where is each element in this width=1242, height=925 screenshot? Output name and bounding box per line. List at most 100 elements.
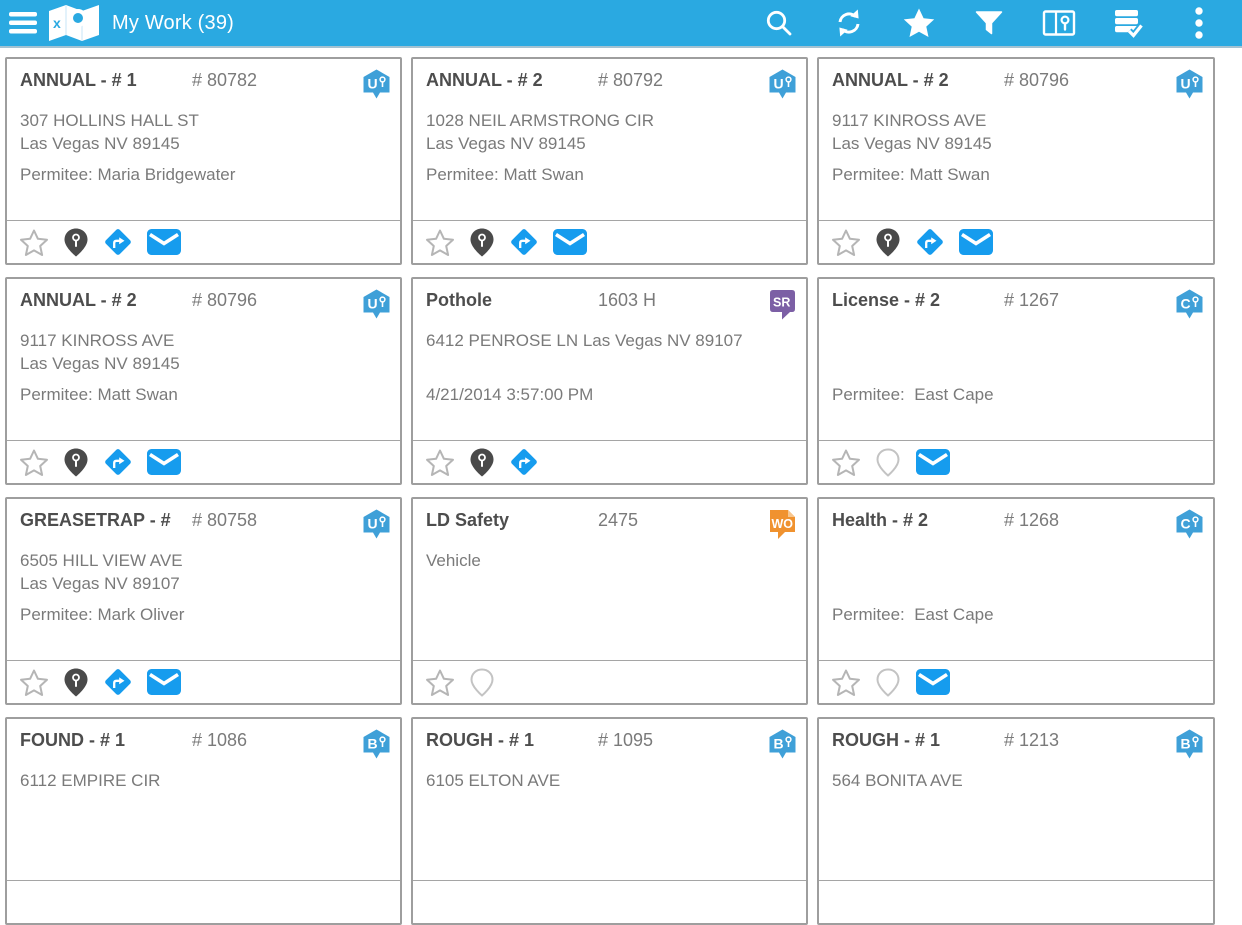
map-pin-icon[interactable] [874,227,902,258]
card-detail: Permitee: Matt Swan [426,165,584,184]
record-type-badge-icon: U U U [363,509,390,540]
email-icon[interactable] [146,448,182,476]
favorite-star-icon[interactable] [831,448,861,477]
work-item-card[interactable]: ANNUAL - # 2 # 80796 U U U [817,57,1215,265]
record-type-badge-icon: U U U [1176,69,1203,100]
map-search-logo-icon: x [46,2,102,44]
address-line-1: Vehicle [426,551,481,570]
work-item-card[interactable]: License - # 2 # 1267 C C C [817,277,1215,485]
card-body: Permitee: East Cape [819,320,1213,440]
favorite-star-icon[interactable] [425,228,455,257]
favorite-star-icon[interactable] [425,668,455,697]
map-panel-icon[interactable] [1042,6,1076,40]
address-line-1: 6505 HILL VIEW AVE [20,551,183,570]
map-pin-icon[interactable] [62,447,90,478]
card-body: 564 BONITA AVE [819,760,1213,880]
card-header: ANNUAL - # 2 # 80796 U U U [7,279,400,320]
address-line-1: 9117 KINROSS AVE [832,111,987,130]
card-number: # 1095 [598,730,654,750]
card-body: 307 HOLLINS HALL ST Las Vegas NV 89145 P… [7,100,400,220]
address-line-2: Las Vegas NV 89145 [832,134,992,153]
email-icon[interactable] [915,668,951,696]
hamburger-menu-icon[interactable] [0,0,46,46]
work-item-card[interactable]: ROUGH - # 1 # 1095 B B B [411,717,808,925]
top-app-bar: x My Work (39) [0,0,1242,48]
svg-text:x: x [53,15,61,31]
address-line-1: 307 HOLLINS HALL ST [20,111,199,130]
card-header: GREASETRAP - # # 80758 U U U [7,499,400,540]
directions-icon[interactable] [509,227,539,257]
favorite-star-icon[interactable] [19,228,49,257]
sync-icon[interactable] [832,6,866,40]
overflow-menu-icon[interactable] [1182,6,1216,40]
svg-text:C: C [1181,296,1191,312]
work-item-card[interactable]: ANNUAL - # 2 # 80796 U U U [5,277,402,485]
task-list-check-icon[interactable] [1112,6,1146,40]
map-pin-disabled-icon[interactable] [874,447,902,478]
map-pin-icon[interactable] [62,227,90,258]
email-icon[interactable] [915,448,951,476]
map-pin-icon[interactable] [468,447,496,478]
favorites-star-icon[interactable] [902,6,936,40]
card-footer [819,660,1213,703]
card-title: Health - # 2 [832,510,929,530]
favorite-star-icon[interactable] [831,228,861,257]
page-title: My Work (39) [112,11,235,34]
email-icon[interactable] [958,228,994,256]
favorite-star-icon[interactable] [19,668,49,697]
email-icon[interactable] [552,228,588,256]
card-number: # 80758 [192,510,258,530]
card-body: 6105 ELTON AVE [413,760,806,880]
card-number: # 80796 [192,290,258,310]
address-line-1: 564 BONITA AVE [832,771,963,790]
directions-icon[interactable] [103,667,133,697]
card-detail: Permitee: Matt Swan [20,385,178,404]
favorite-star-icon[interactable] [425,448,455,477]
directions-icon[interactable] [103,227,133,257]
work-item-card[interactable]: Health - # 2 # 1268 C C C [817,497,1215,705]
card-body: 9117 KINROSS AVE Las Vegas NV 89145 Perm… [7,320,400,440]
card-title: ROUGH - # 1 [426,730,535,750]
card-body: 6412 PENROSE LN Las Vegas NV 89107 4/21/… [413,320,806,440]
map-pin-disabled-icon[interactable] [468,667,496,698]
card-footer [7,440,400,483]
work-item-card[interactable]: ANNUAL - # 1 # 80782 U U U [5,57,402,265]
work-item-card[interactable]: LD Safety 2475 WO WO WO [411,497,808,705]
card-number: # 80782 [192,70,258,90]
work-item-card[interactable]: ROUGH - # 1 # 1213 B B B [817,717,1215,925]
svg-text:B: B [368,736,378,752]
email-icon[interactable] [146,668,182,696]
map-pin-disabled-icon[interactable] [874,667,902,698]
favorite-star-icon[interactable] [19,448,49,477]
directions-icon[interactable] [103,447,133,477]
record-type-badge-icon: C C C [1176,289,1203,320]
card-detail: 4/21/2014 3:57:00 PM [426,385,594,404]
card-title: FOUND - # 1 [20,730,126,750]
filter-funnel-icon[interactable] [972,6,1006,40]
work-item-card[interactable]: ANNUAL - # 2 # 80792 U U U [411,57,808,265]
card-header: FOUND - # 1 # 1086 B B B [7,719,400,760]
card-header: Pothole 1603 H SR SR SR [413,279,806,320]
address-line-1: 6112 EMPIRE CIR [20,771,161,790]
map-pin-icon[interactable] [468,227,496,258]
record-type-badge-icon: B B B [769,729,796,760]
card-title: ANNUAL - # 2 [20,290,137,310]
svg-text:U: U [368,296,378,312]
record-type-badge-icon: SR SR SR [769,289,796,320]
directions-icon[interactable] [509,447,539,477]
directions-icon[interactable] [915,227,945,257]
work-item-card[interactable]: GREASETRAP - # # 80758 U U U [5,497,402,705]
card-body: Vehicle [413,540,806,660]
record-type-badge-icon: U U U [363,69,390,100]
svg-text:B: B [774,736,784,752]
record-type-badge-icon: B B B [363,729,390,760]
card-header: Health - # 2 # 1268 C C C [819,499,1213,540]
search-icon[interactable] [762,6,796,40]
work-item-card[interactable]: FOUND - # 1 # 1086 B B B [5,717,402,925]
card-body: 6505 HILL VIEW AVE Las Vegas NV 89107 Pe… [7,540,400,660]
email-icon[interactable] [146,228,182,256]
map-pin-icon[interactable] [62,667,90,698]
card-title: Pothole [426,290,492,310]
favorite-star-icon[interactable] [831,668,861,697]
work-item-card[interactable]: Pothole 1603 H SR SR SR [411,277,808,485]
